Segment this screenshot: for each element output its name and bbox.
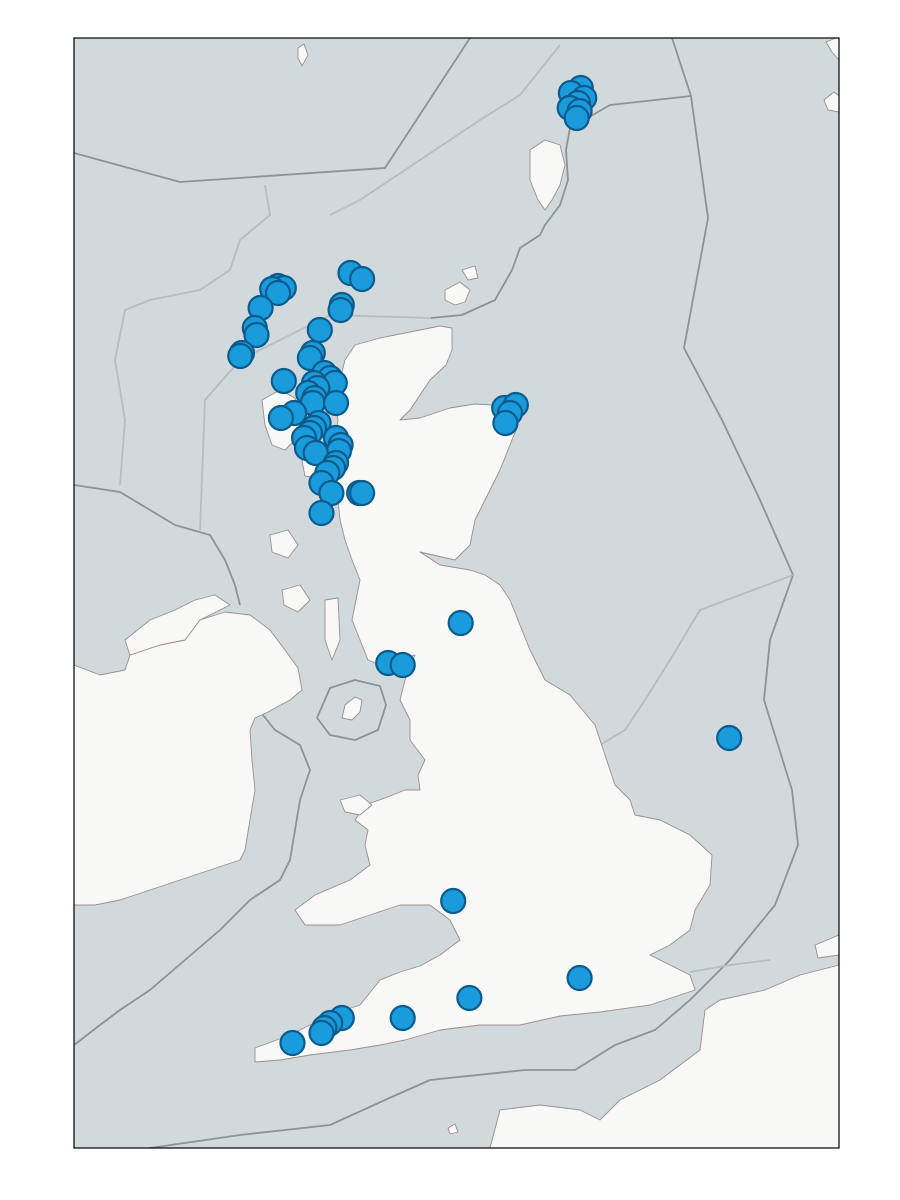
low-countries bbox=[814, 934, 839, 959]
site-marker bbox=[322, 389, 350, 417]
irish-boundary bbox=[74, 484, 311, 1046]
orkney-2 bbox=[461, 265, 479, 281]
channel-islands bbox=[447, 1123, 459, 1135]
site-marker bbox=[566, 964, 593, 992]
isle-of-man bbox=[341, 696, 363, 721]
site-marker bbox=[440, 887, 467, 915]
site-marker bbox=[349, 265, 376, 293]
site-marker bbox=[308, 1019, 335, 1047]
site-marker bbox=[267, 404, 294, 432]
site-marker bbox=[389, 1004, 416, 1032]
mull bbox=[269, 529, 299, 559]
norway bbox=[825, 38, 839, 61]
site-marker bbox=[716, 724, 743, 752]
site-markers bbox=[227, 74, 743, 1057]
islay bbox=[281, 584, 311, 613]
map-area bbox=[74, 38, 839, 1148]
rockall-line bbox=[114, 184, 271, 486]
foula bbox=[297, 43, 309, 67]
site-marker bbox=[306, 316, 333, 344]
faroe-boundary bbox=[74, 38, 471, 183]
maritime-boundaries bbox=[74, 38, 799, 1148]
france bbox=[489, 964, 839, 1148]
site-marker bbox=[389, 651, 416, 679]
anglesey bbox=[339, 794, 373, 816]
ireland-north-coast bbox=[124, 594, 231, 656]
site-marker bbox=[264, 279, 292, 307]
site-marker bbox=[563, 104, 590, 132]
site-marker bbox=[492, 409, 519, 437]
kintyre bbox=[324, 597, 341, 661]
site-marker bbox=[279, 1029, 306, 1057]
norway-islands bbox=[823, 91, 839, 113]
land bbox=[74, 38, 839, 1148]
north-sea-line bbox=[599, 574, 794, 746]
site-marker bbox=[308, 499, 335, 527]
site-marker bbox=[327, 296, 354, 324]
channel-line bbox=[689, 959, 771, 973]
map-frame bbox=[73, 37, 840, 1149]
shetland bbox=[529, 139, 566, 211]
site-marker bbox=[349, 479, 376, 507]
site-marker bbox=[270, 367, 297, 395]
norway-boundary bbox=[149, 38, 799, 1148]
orkney bbox=[444, 281, 471, 306]
site-marker bbox=[456, 984, 483, 1012]
site-marker bbox=[227, 342, 254, 370]
isle-of-man-ring bbox=[316, 679, 387, 741]
site-marker bbox=[447, 609, 474, 637]
continental-shelf-line bbox=[329, 44, 561, 216]
site-marker bbox=[243, 321, 270, 349]
